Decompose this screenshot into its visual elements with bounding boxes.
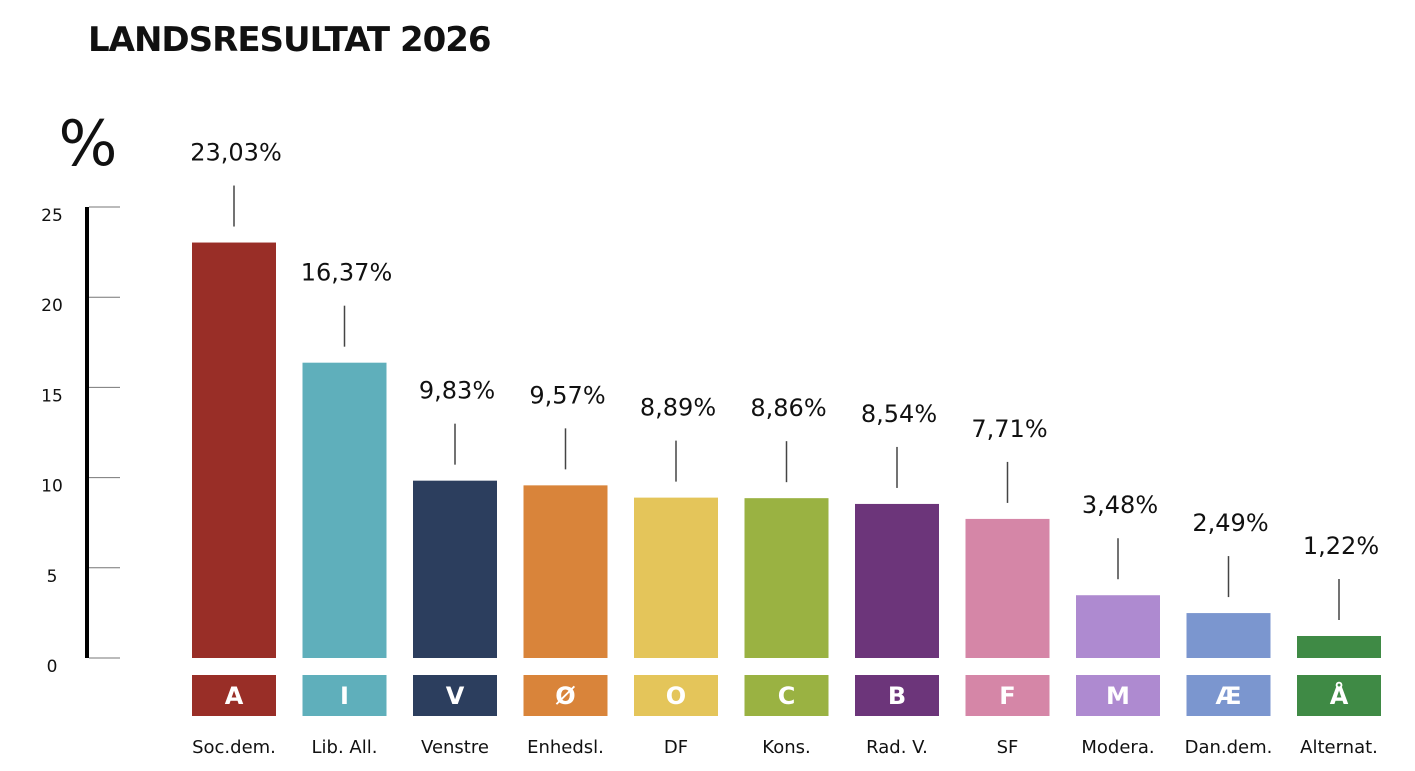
y-axis-label: %: [59, 107, 118, 180]
y-tick-label: 15: [41, 386, 63, 406]
bar-Rad. V.: [855, 503, 939, 658]
party-letter: V: [446, 682, 465, 710]
bar-Lib. All.: [302, 362, 387, 658]
party-badge: [302, 675, 387, 716]
y-tick-label: 0: [47, 657, 58, 677]
x-tick-label: Kons.: [762, 737, 810, 758]
data-label: 7,71%: [971, 415, 1047, 443]
data-label: 2,49%: [1192, 509, 1268, 537]
x-tick-label: Venstre: [421, 737, 489, 758]
data-label: 8,86%: [750, 394, 826, 422]
bar-Kons.: [744, 498, 829, 658]
party-letter: A: [225, 682, 244, 710]
party-badge: [855, 675, 939, 716]
data-label: 8,54%: [861, 400, 937, 428]
x-tick-label: Rad. V.: [866, 737, 928, 758]
x-tick-label: Dan.dem.: [1185, 737, 1273, 758]
data-label: 1,22%: [1303, 532, 1379, 560]
data-label: 23,03%: [190, 139, 282, 167]
x-tick-label: Lib. All.: [312, 737, 378, 758]
party-letter: C: [778, 682, 796, 710]
data-label: 16,37%: [301, 259, 393, 287]
x-tick-label: Soc.dem.: [192, 737, 276, 758]
y-tick-label: 25: [41, 206, 63, 226]
party-badge: [413, 675, 497, 716]
party-letter: F: [999, 682, 1015, 710]
party-letter: Ø: [555, 682, 575, 710]
bar-Venstre: [413, 480, 497, 658]
bar-Dan.dem.: [1186, 613, 1271, 658]
chart-title: LANDSRESULTAT 2026: [88, 20, 492, 60]
party-letter: Å: [1330, 681, 1349, 710]
party-letter: Æ: [1215, 682, 1241, 710]
x-tick-label: Modera.: [1081, 737, 1154, 758]
bar-Soc.dem.: [192, 242, 276, 658]
bar-Enhedsl.: [523, 485, 608, 658]
data-label: 9,57%: [529, 381, 605, 409]
party-badge: [1076, 675, 1160, 716]
bar-Modera.: [1076, 595, 1160, 658]
bar-SF: [965, 518, 1050, 658]
party-badge: [1186, 675, 1271, 716]
party-badge: [523, 675, 608, 716]
x-tick-label: DF: [664, 737, 688, 758]
bar-Alternat.: [1297, 635, 1381, 658]
party-letter: M: [1106, 682, 1130, 710]
party-badge: [634, 675, 718, 716]
party-badge: [744, 675, 829, 716]
party-letter: O: [666, 682, 686, 710]
party-letter: I: [340, 682, 349, 710]
party-letter: B: [888, 682, 906, 710]
y-tick-label: 20: [41, 296, 63, 316]
y-tick-label: 5: [47, 567, 58, 587]
party-badge: [965, 675, 1050, 716]
x-tick-label: Alternat.: [1300, 737, 1378, 758]
data-label: 9,83%: [419, 377, 495, 405]
x-tick-label: SF: [997, 737, 1019, 758]
party-badge: [192, 675, 276, 716]
data-label: 3,48%: [1082, 491, 1158, 519]
party-badge: [1297, 675, 1381, 716]
bar-DF: [634, 497, 718, 658]
y-tick-label: 10: [41, 477, 63, 497]
data-label: 8,89%: [640, 394, 716, 422]
x-tick-label: Enhedsl.: [527, 737, 604, 758]
